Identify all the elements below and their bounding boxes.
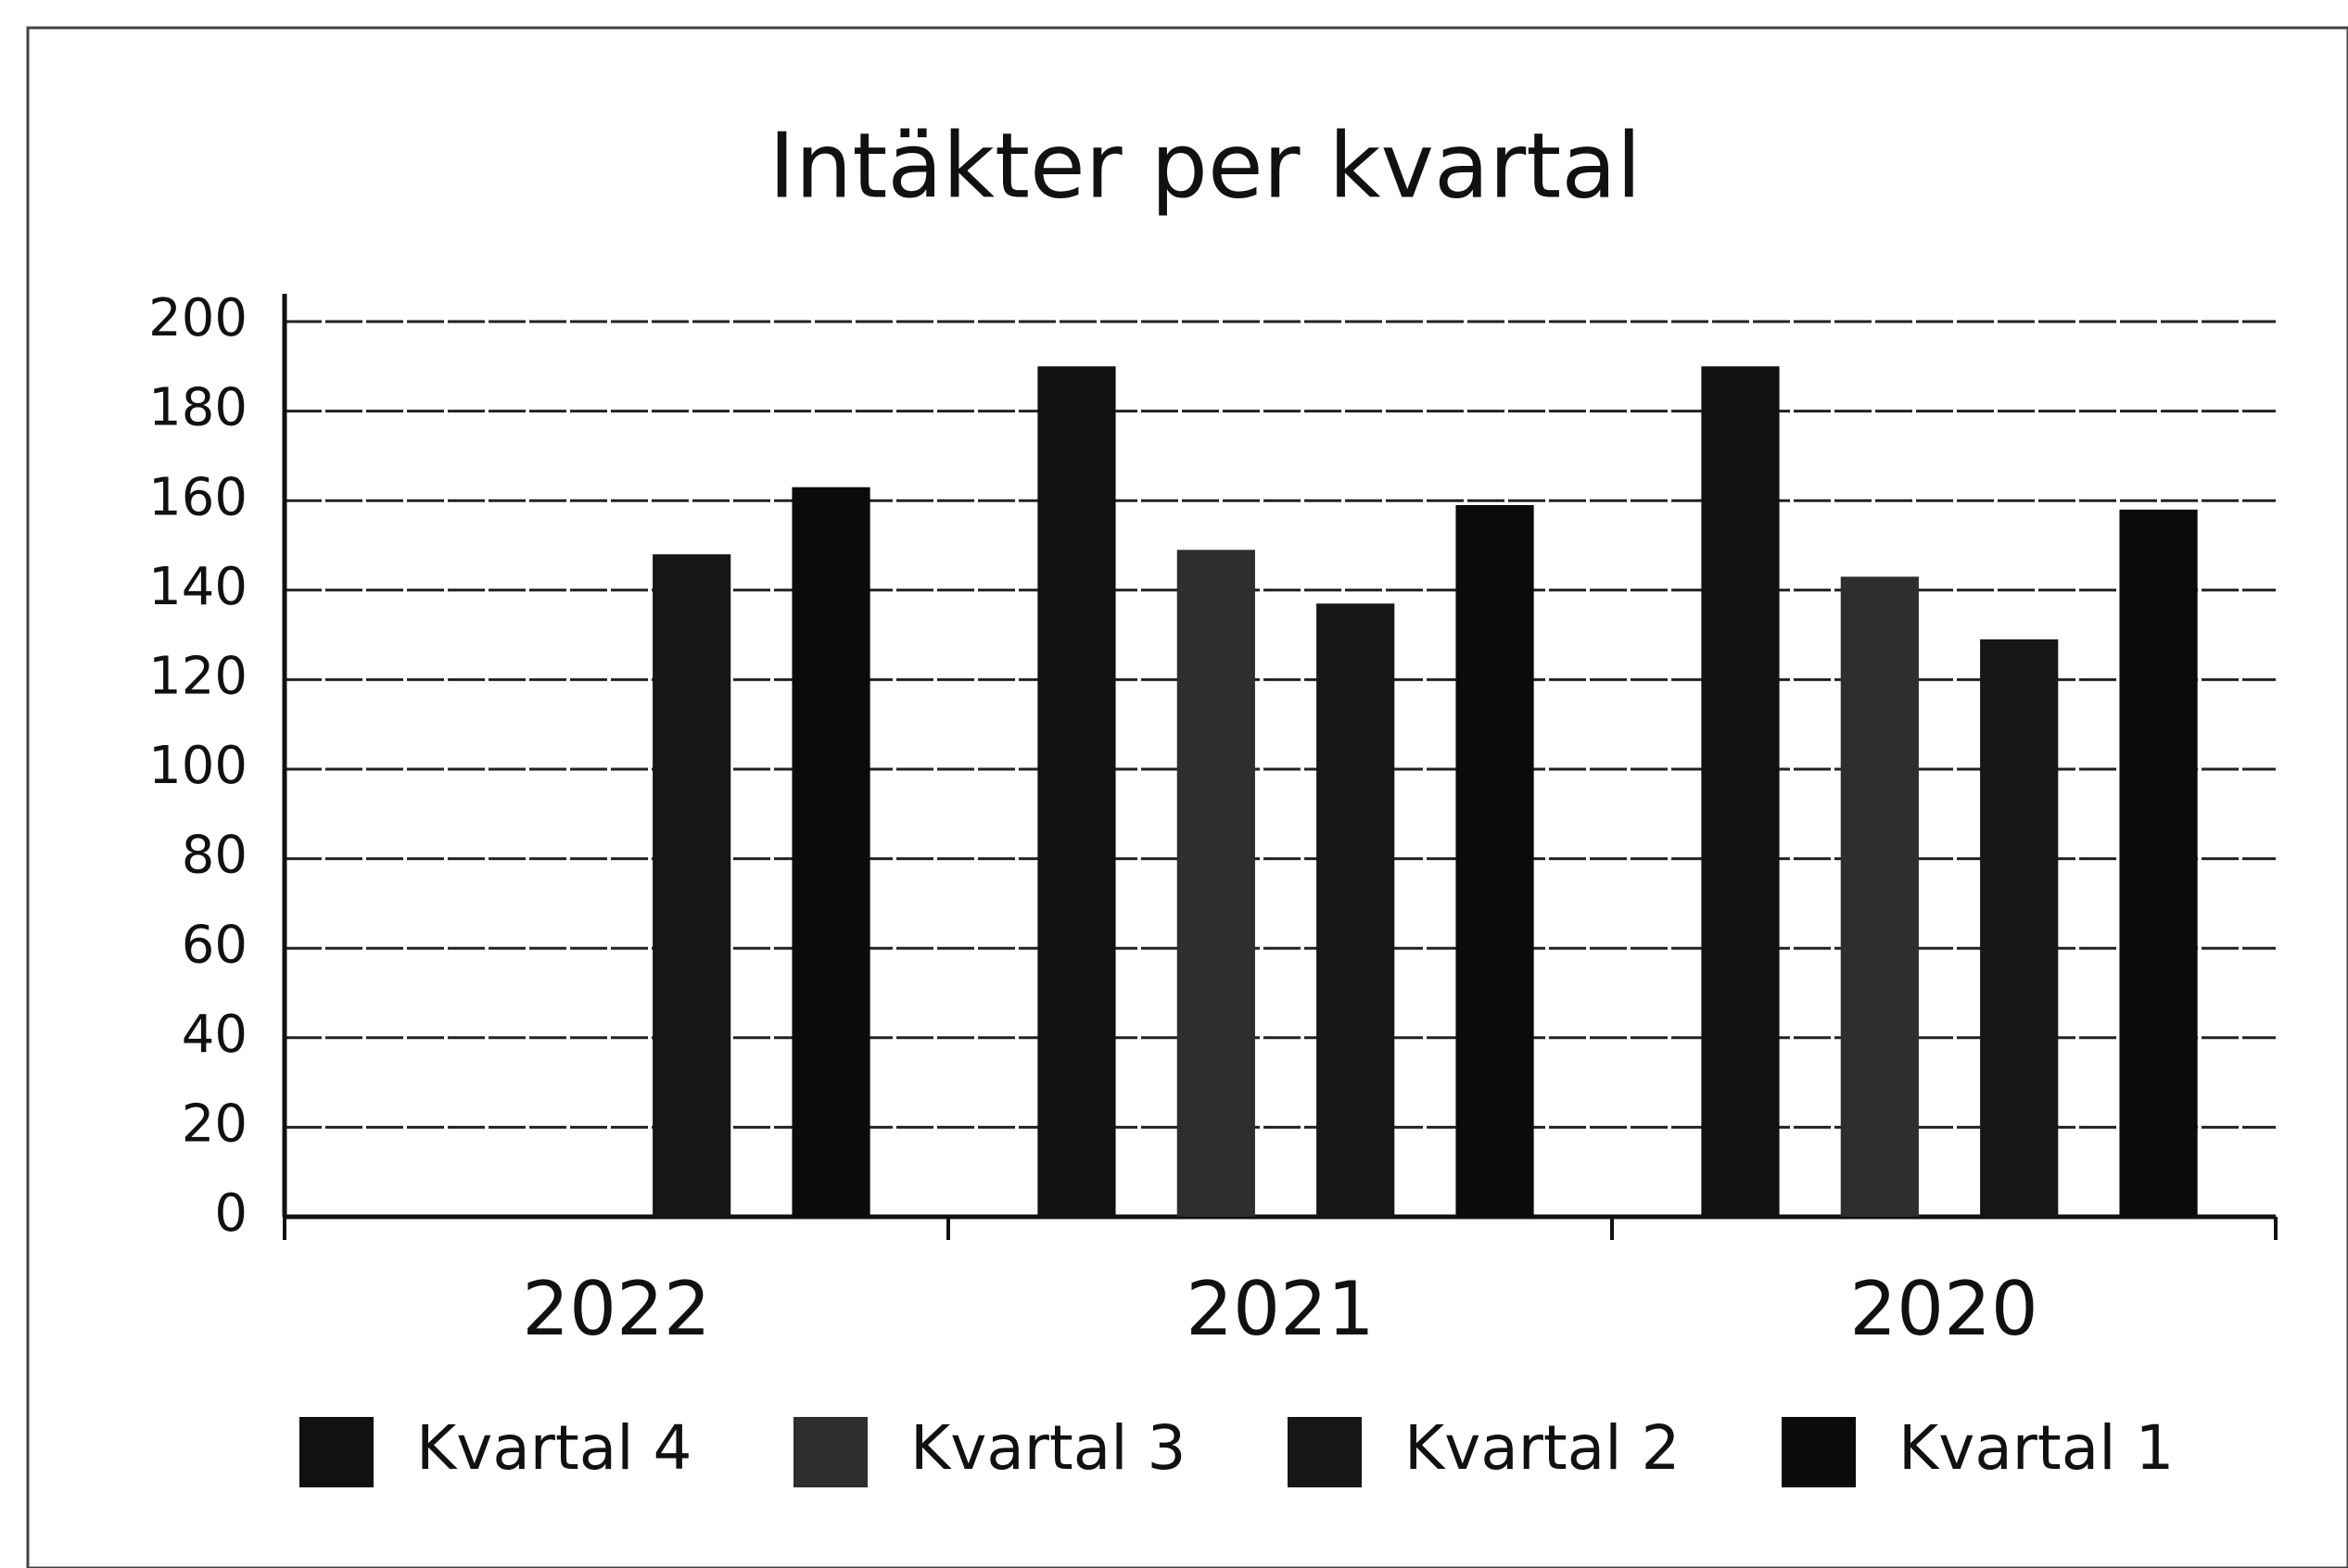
legend-swatch <box>299 1417 374 1487</box>
bar <box>1455 505 1534 1217</box>
bar <box>2119 509 2198 1217</box>
y-tick-label: 140 <box>148 557 247 617</box>
y-tick-label: 120 <box>148 647 247 707</box>
legend-swatch <box>1288 1417 1362 1487</box>
x-tick-label: 2020 <box>1849 1266 2038 1352</box>
bar <box>1176 550 1255 1217</box>
bar <box>1037 366 1116 1217</box>
y-tick-label: 80 <box>182 826 247 886</box>
chart-title: Intäkter per kvartal <box>768 113 1641 218</box>
y-tick-label: 160 <box>148 467 247 527</box>
x-tick-label: 2022 <box>522 1266 711 1352</box>
x-tick-label: 2021 <box>1186 1266 1375 1352</box>
y-tick-label: 20 <box>182 1094 247 1155</box>
y-tick-label: 40 <box>182 1005 247 1065</box>
bar <box>792 487 870 1217</box>
y-tick-label: 0 <box>214 1183 247 1244</box>
legend-swatch <box>793 1417 868 1487</box>
bar <box>1840 576 1919 1217</box>
bar <box>1980 639 2059 1217</box>
y-tick-label: 200 <box>148 288 247 348</box>
legend-label: Kvartal 3 <box>910 1412 1187 1484</box>
bar <box>1701 366 1780 1217</box>
legend-label: Kvartal 4 <box>416 1412 692 1484</box>
frame <box>26 26 2348 1568</box>
legend-label: Kvartal 2 <box>1404 1412 1681 1484</box>
legend-swatch <box>1782 1417 1856 1487</box>
y-tick-label: 100 <box>148 736 247 796</box>
legend-label: Kvartal 1 <box>1898 1412 2175 1484</box>
bar <box>1316 603 1395 1217</box>
y-tick-label: 180 <box>148 378 247 438</box>
y-tick-label: 60 <box>182 915 247 975</box>
bar <box>653 554 731 1217</box>
